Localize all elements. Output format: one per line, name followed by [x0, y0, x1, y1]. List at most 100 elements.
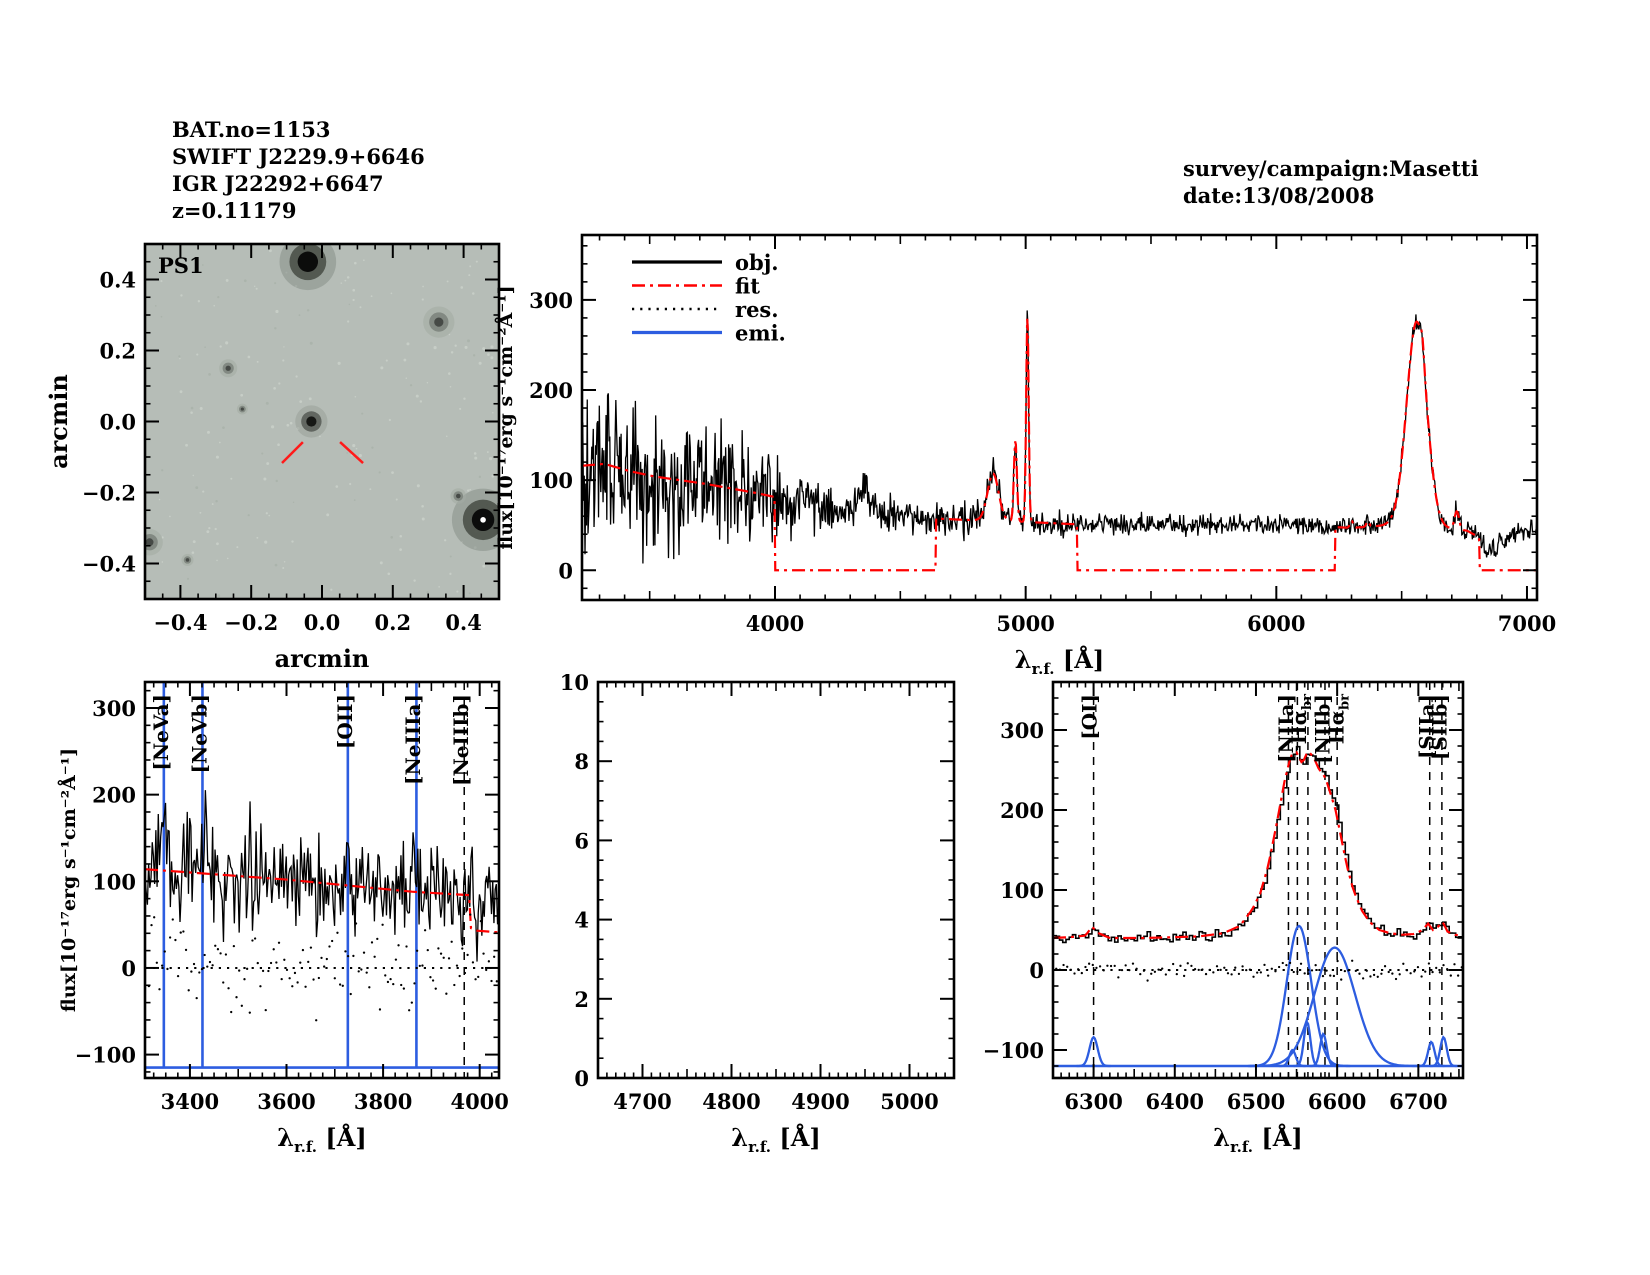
fit-spectrum-line [1053, 750, 1463, 940]
emission-line-label: [OI] [1078, 694, 1102, 740]
fit-spectrum-line [582, 318, 1537, 572]
emission-gaussian-component [1076, 1035, 1111, 1068]
y-tick-label: 0 [574, 1066, 589, 1091]
residual-dots [147, 913, 498, 1022]
panel-empty_panel: 4700 4800 4900 5000 0 2 4 6 8 10 λr.f. [Å] [560, 670, 956, 1156]
y-tick-label: −100 [983, 1038, 1044, 1063]
y-tick-label: 100 [1000, 878, 1044, 903]
y-tick-label: 300 [92, 696, 136, 721]
sky-source [423, 306, 455, 338]
spectrum-content [1053, 682, 1463, 1078]
emission-line-label: [NeIIIb] [449, 694, 473, 786]
x-tick-label: 0.4 [445, 610, 482, 635]
x-tick-label: 4000 [450, 1089, 508, 1114]
y-tick-label: −100 [75, 1043, 136, 1068]
y-tick-label: 10 [560, 670, 589, 695]
y-tick-label: 8 [574, 749, 589, 774]
target-igr-name: IGR J22292+6647 [172, 171, 384, 196]
y-tick-label: 4 [574, 908, 589, 933]
emission-line-label: [NeVa] [149, 694, 173, 771]
target-marker [339, 441, 364, 464]
y-tick-label: 0 [121, 956, 136, 981]
x-tick-label: −0.4 [153, 610, 207, 635]
survey-date: date:13/08/2008 [1183, 183, 1375, 208]
emission-gaussian-component [1249, 946, 1420, 1068]
x-tick-label: 4900 [791, 1089, 849, 1114]
target-bat-number: BAT.no=1153 [172, 117, 331, 142]
y-tick-label: 0 [1029, 958, 1044, 983]
tick-labels: 4000 5000 6000 7000 0 100 200 300 [529, 288, 1556, 636]
sky-source [236, 403, 248, 415]
y-tick-label: 0 [558, 558, 573, 583]
panel-ps1_image: PS1−0.4 −0.2 0.0 0.2 0.4−0.4−0.20.00.20.4arc… [44, 242, 501, 673]
y-tick-label: 0.2 [99, 339, 136, 364]
x-tick-label: 4000 [746, 611, 804, 636]
y-axis-title: flux[10⁻¹⁷erg s⁻¹cm⁻²Å⁻¹] [494, 285, 517, 549]
panel-zoom_halpha: [OI] [NIIa]Hαbr[NIIb]Hαbr [SIIa][SIIb]6300… [983, 680, 1465, 1156]
y-tick-label: 2 [574, 987, 589, 1012]
x-tick-label: 4800 [702, 1089, 760, 1114]
emission-gaussian-component [1429, 1035, 1457, 1068]
residual-dots [1055, 959, 1463, 982]
emission-gaussian-component [1417, 1040, 1445, 1068]
axis-ticks [597, 681, 955, 1079]
x-tick-label: 6400 [1146, 1089, 1204, 1114]
target-marker [281, 441, 304, 464]
x-tick-label: 6300 [1064, 1089, 1122, 1114]
target-swift-name: SWIFT J2229.9+6646 [172, 144, 425, 169]
sky-source [219, 359, 238, 378]
y-axis-title: arcmin [44, 374, 73, 469]
y-tick-label: 6 [574, 828, 589, 853]
legend-label: fit [735, 274, 760, 299]
emission-gaussian-component [1309, 1031, 1337, 1068]
emission-line-label: Hαbr [1325, 694, 1353, 744]
panel-zoom_blue: [NeVa] [NeVb] [OII] [NeIIIa] [NeIIIb] 3400 360… [57, 680, 509, 1156]
spectrum-content [145, 682, 499, 1078]
x-tick-label: 7000 [1498, 611, 1556, 636]
y-tick-label: 100 [529, 468, 573, 493]
x-tick-label: 5000 [996, 611, 1054, 636]
sky-source [181, 553, 194, 566]
emission-line-label: Hαbr [1287, 694, 1315, 744]
y-tick-label: −0.4 [82, 552, 136, 577]
y-tick-label: 300 [1000, 718, 1044, 743]
axis-ticks [582, 235, 1537, 600]
emission-line-label: [NeVb] [188, 694, 212, 773]
target-info-block: BAT.no=1153 SWIFT J2229.9+6646 IGR J2229… [172, 116, 425, 224]
panel-frame [596, 680, 956, 1080]
x-tick-label: 3800 [354, 1089, 412, 1114]
x-axis-title: λr.f. [Å] [277, 1123, 366, 1156]
y-tick-label: −0.2 [82, 481, 136, 506]
object-spectrum-line [1053, 745, 1463, 944]
x-tick-label: 0.2 [375, 610, 412, 635]
sky-source [295, 405, 328, 438]
panel-frame [580, 233, 1539, 602]
object-spectrum-line [145, 790, 499, 962]
y-axis-title: flux[10⁻¹⁷erg s⁻¹cm⁻²Å⁻¹] [57, 748, 80, 1012]
x-tick-label: 6700 [1389, 1089, 1447, 1114]
sky-source [450, 488, 467, 504]
tick-labels: 3400 3600 3800 4000 −100 0 100 200 300 [75, 696, 509, 1114]
sky-source [451, 488, 499, 551]
legend-label: res. [735, 297, 779, 322]
x-axis-title: λr.f. [Å] [731, 1123, 820, 1156]
x-axis-title: λr.f. [Å] [1213, 1123, 1302, 1156]
y-tick-label: 200 [1000, 798, 1044, 823]
panel-frame [1051, 680, 1465, 1080]
fit-continuum-line [145, 868, 499, 934]
x-tick-label: 4700 [613, 1089, 671, 1114]
x-tick-label: 5000 [880, 1089, 938, 1114]
sky-source [145, 528, 163, 556]
axis-ticks [145, 682, 499, 1078]
emission-line-label: [OII] [333, 694, 357, 749]
y-tick-label: 300 [529, 288, 573, 313]
tick-labels: 4700 4800 4900 5000 0 2 4 6 8 10 [560, 670, 939, 1114]
axis-ticks [1052, 681, 1463, 1078]
object-spectrum-line [582, 310, 1537, 564]
target-redshift: z=0.11179 [172, 198, 297, 223]
survey-info-block: survey/campaign:Masetti date:13/08/2008 [1183, 155, 1479, 209]
